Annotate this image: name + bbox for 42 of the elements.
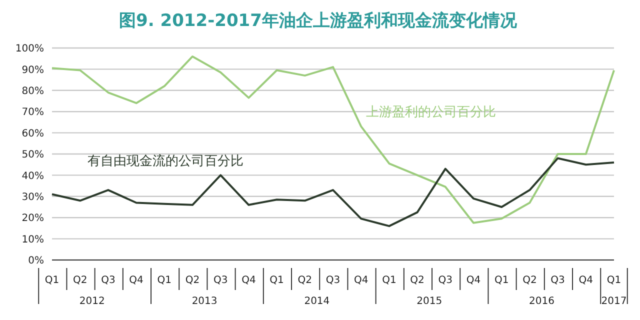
chart-title: 图9. 2012-2017年油企上游盈利和现金流变化情况 bbox=[118, 10, 518, 33]
x-tick-label: Q1 bbox=[157, 275, 172, 286]
x-tick-label: Q4 bbox=[354, 275, 368, 286]
x-tick-label: Q1 bbox=[44, 275, 60, 286]
x-tick-label: Q4 bbox=[578, 275, 594, 286]
x-tick-label: Q2 bbox=[185, 275, 200, 286]
x-tick-label: Q3 bbox=[326, 275, 340, 286]
x-tick-label: Q1 bbox=[382, 275, 396, 286]
y-tick-label: 80% bbox=[22, 86, 44, 97]
x-tick-label: Q4 bbox=[242, 275, 256, 286]
y-tick-label: 90% bbox=[22, 64, 44, 76]
text: 2014 bbox=[304, 296, 330, 307]
x-tick-label: Q2 bbox=[298, 275, 312, 286]
y-tick-label: 60% bbox=[22, 128, 44, 140]
series-label: 有自由现金流的公司百分比 bbox=[87, 154, 244, 170]
y-tick-label: 40% bbox=[22, 170, 44, 182]
text: 2017 bbox=[601, 296, 627, 307]
text: 2016 bbox=[529, 296, 554, 307]
x-tick-label: Q4 bbox=[129, 275, 144, 286]
x-tick-label: Q3 bbox=[550, 275, 565, 286]
x-tick-label: Q3 bbox=[438, 275, 453, 286]
text: 2013 bbox=[192, 296, 218, 307]
x-tick-label: Q2 bbox=[410, 275, 424, 286]
y-tick-label: 30% bbox=[22, 192, 44, 203]
y-tick-label: 10% bbox=[22, 234, 44, 246]
y-tick-label: 50% bbox=[22, 150, 44, 161]
line-series bbox=[51, 55, 615, 224]
x-tick-label: Q2 bbox=[72, 275, 88, 286]
y-tick-label: 70% bbox=[22, 107, 44, 118]
x-tick-label: Q1 bbox=[494, 275, 509, 286]
y-tick-label: 100% bbox=[15, 44, 44, 55]
y-tick-label: 0% bbox=[28, 256, 44, 267]
x-tick-label: Q2 bbox=[522, 275, 537, 286]
x-tick-label: Q1 bbox=[270, 275, 284, 286]
text: 2012 bbox=[79, 296, 105, 307]
x-tick-label: Q4 bbox=[466, 275, 481, 286]
x-tick-label: Q1 bbox=[606, 275, 622, 286]
text: 2015 bbox=[416, 296, 442, 307]
series-label: 上游盈利的公司百分比 bbox=[366, 105, 496, 122]
x-tick-label: Q3 bbox=[101, 275, 116, 286]
y-tick-label: 20% bbox=[22, 213, 44, 224]
x-tick-label: Q3 bbox=[213, 275, 228, 286]
